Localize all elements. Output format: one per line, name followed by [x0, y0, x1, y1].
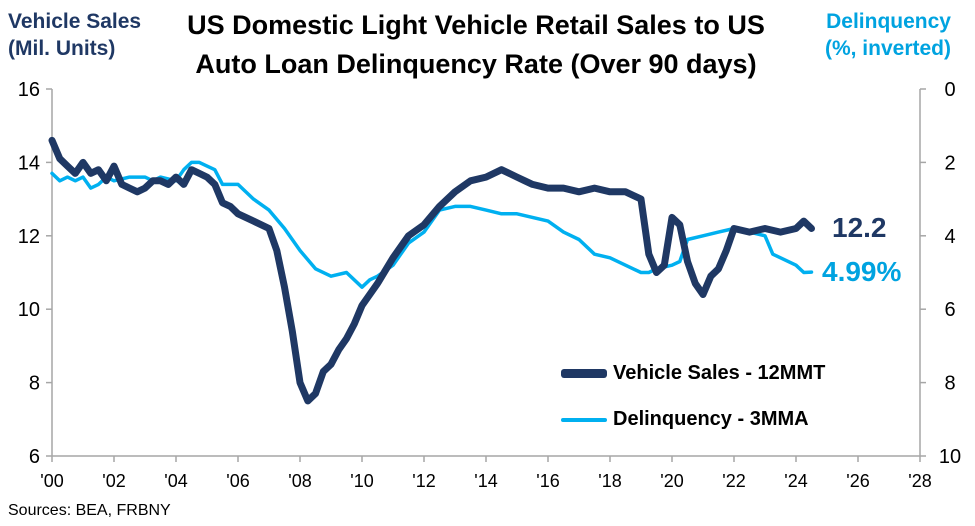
- right-tick-label: 10: [939, 446, 961, 468]
- x-tick-label: '22: [722, 471, 745, 491]
- x-tick-label: '10: [350, 471, 373, 491]
- left-tick-label: 12: [18, 226, 40, 248]
- x-tick-label: '00: [40, 471, 63, 491]
- x-tick-label: '24: [784, 471, 807, 491]
- legend-label-delinquency: Delinquency - 3MMA: [613, 408, 809, 430]
- series-layer: [48, 136, 815, 405]
- legend-item-delinquency: Delinquency - 3MMA: [561, 408, 809, 431]
- left-tick-label: 8: [29, 373, 40, 395]
- right-axis-title-line2: (%, inverted): [824, 37, 951, 60]
- x-tick-label: '16: [536, 471, 559, 491]
- left-tick-label: 16: [18, 79, 40, 101]
- legend-swatch-sales: [561, 369, 607, 378]
- x-tick-label: '02: [102, 471, 125, 491]
- right-axis-title: Delinquency (%, inverted): [825, 8, 951, 62]
- left-tick-label: 10: [18, 299, 40, 321]
- x-tick-label: '04: [164, 471, 187, 491]
- x-tick-label: '18: [598, 471, 621, 491]
- x-tick-label: '28: [908, 471, 931, 491]
- x-tick-label: '26: [846, 471, 869, 491]
- x-tick-label: '14: [474, 471, 497, 491]
- right-tick-label: 0: [944, 79, 955, 101]
- x-tick-label: '08: [288, 471, 311, 491]
- left-tick-label: 14: [18, 152, 40, 174]
- legend-label-sales: Vehicle Sales - 12MMT: [613, 362, 826, 384]
- source-note: Sources: BEA, FRBNY: [8, 502, 171, 519]
- x-tick-label: '12: [412, 471, 435, 491]
- right-tick-label: 8: [944, 373, 955, 395]
- x-tick-label: '20: [660, 471, 683, 491]
- sales-end-value-label: 12.2: [832, 212, 887, 243]
- left-axis-title-line2: (Mil. Units): [8, 37, 116, 60]
- left-axis-title-line1: Vehicle Sales: [8, 10, 142, 33]
- right-tick-label: 6: [944, 299, 955, 321]
- sales-series-line: [48, 136, 815, 405]
- x-tick-label: '06: [226, 471, 249, 491]
- axes: '00 '02 '04 '06 '08 '10 '12 '14 '16 '18 '20 '22 '24 '…: [18, 79, 961, 491]
- right-tick-label: 4: [944, 226, 955, 248]
- left-tick-label: 6: [29, 446, 40, 468]
- left-axis-title: Vehicle Sales (Mil. Units): [8, 8, 141, 62]
- right-axis-title-line1: Delinquency: [826, 10, 951, 33]
- delinquency-end-value-label: 4.99%: [822, 256, 902, 287]
- legend-item-sales: Vehicle Sales - 12MMT: [561, 362, 825, 385]
- chart-title: US Domestic Light Vehicle Retail Sales t…: [187, 10, 765, 79]
- legend-swatch-delinquency: [561, 417, 607, 422]
- right-tick-label: 2: [944, 152, 955, 174]
